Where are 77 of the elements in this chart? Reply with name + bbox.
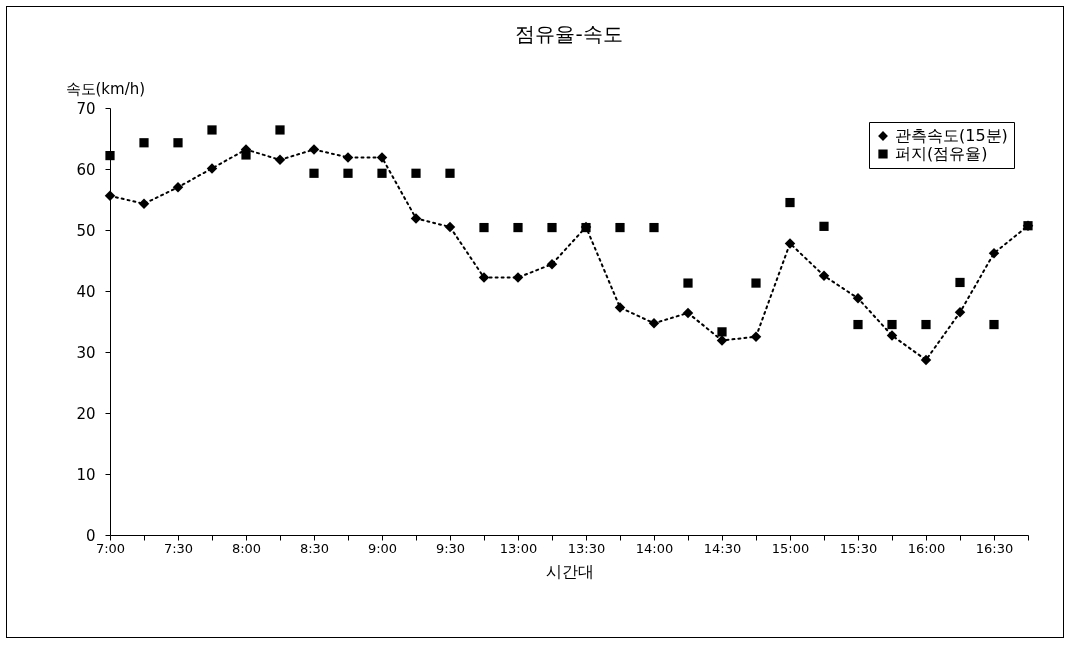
point: [513, 222, 523, 233]
y-tick-label: 30: [76, 343, 96, 362]
point: [410, 213, 422, 224]
point: [377, 168, 387, 178]
point: [615, 222, 625, 233]
point: [819, 221, 829, 231]
x-tick-label: 7:00: [95, 540, 126, 556]
point: [512, 272, 524, 283]
point: [785, 197, 795, 208]
point: [989, 319, 999, 330]
point: [445, 168, 455, 178]
x-tick-label: 16:00: [907, 540, 946, 556]
point: [547, 222, 557, 233]
point: [173, 138, 183, 148]
point: [206, 163, 218, 174]
y-tick-label: 20: [76, 404, 96, 423]
point: [648, 318, 660, 329]
point: [172, 182, 184, 193]
y-tick-label: 60: [76, 160, 96, 179]
point: [376, 152, 388, 163]
point: [887, 319, 897, 330]
point: [444, 221, 456, 233]
y-tick-label: 70: [76, 99, 96, 118]
x-tick-label: 14:30: [703, 540, 742, 556]
x-tick-label: 15:30: [839, 540, 878, 556]
y-tick-label: 0: [85, 526, 96, 545]
point: [411, 168, 421, 178]
point: [275, 125, 285, 135]
x-tick-label: 7:30: [163, 540, 194, 556]
point: [682, 307, 694, 319]
point: [309, 168, 319, 178]
point: [717, 327, 727, 337]
y-tick-label: 40: [76, 282, 96, 301]
point: [342, 152, 354, 163]
point: [920, 354, 932, 366]
point: [104, 190, 116, 202]
point: [852, 293, 864, 304]
x-tick-label: 16:30: [975, 540, 1014, 556]
point: [105, 150, 115, 161]
point: [921, 319, 931, 330]
point: [750, 331, 762, 342]
chart-title: 점유율-속도: [515, 22, 623, 46]
y-tick-label: 50: [76, 221, 96, 240]
x-tick-label: 13:30: [567, 540, 606, 556]
y-axis-title: 속도(km/h): [65, 79, 146, 98]
x-axis-title: 시간대: [545, 561, 594, 581]
point: [716, 335, 728, 346]
point: [138, 198, 150, 210]
x-tick-label: 9:00: [367, 540, 398, 556]
x-tick-label: 13:00: [499, 540, 538, 556]
x-tick-label: 8:30: [299, 540, 330, 556]
point: [784, 238, 796, 249]
point: [988, 247, 1000, 259]
point: [614, 302, 626, 313]
point: [955, 277, 965, 288]
point: [853, 319, 863, 330]
point: [751, 278, 761, 288]
point: [207, 125, 217, 135]
point: [818, 270, 830, 281]
point: [274, 154, 286, 166]
point: [478, 272, 490, 283]
y-tick-label: 10: [76, 465, 96, 484]
legend-label: 관측속도(15분): [895, 126, 1008, 145]
point: [683, 278, 693, 288]
point: [886, 330, 898, 341]
point: [954, 307, 966, 318]
point: [343, 168, 353, 178]
x-tick-label: 8:00: [231, 540, 262, 556]
x-tick-label: 9:30: [435, 540, 466, 556]
point: [479, 222, 489, 233]
x-tick-label: 15:00: [771, 540, 810, 556]
x-tick-label: 14:00: [635, 540, 674, 556]
point: [649, 222, 659, 233]
legend-label: 퍼지(점유율): [895, 144, 988, 163]
point: [546, 258, 558, 270]
point: [139, 138, 149, 148]
point: [308, 144, 320, 155]
